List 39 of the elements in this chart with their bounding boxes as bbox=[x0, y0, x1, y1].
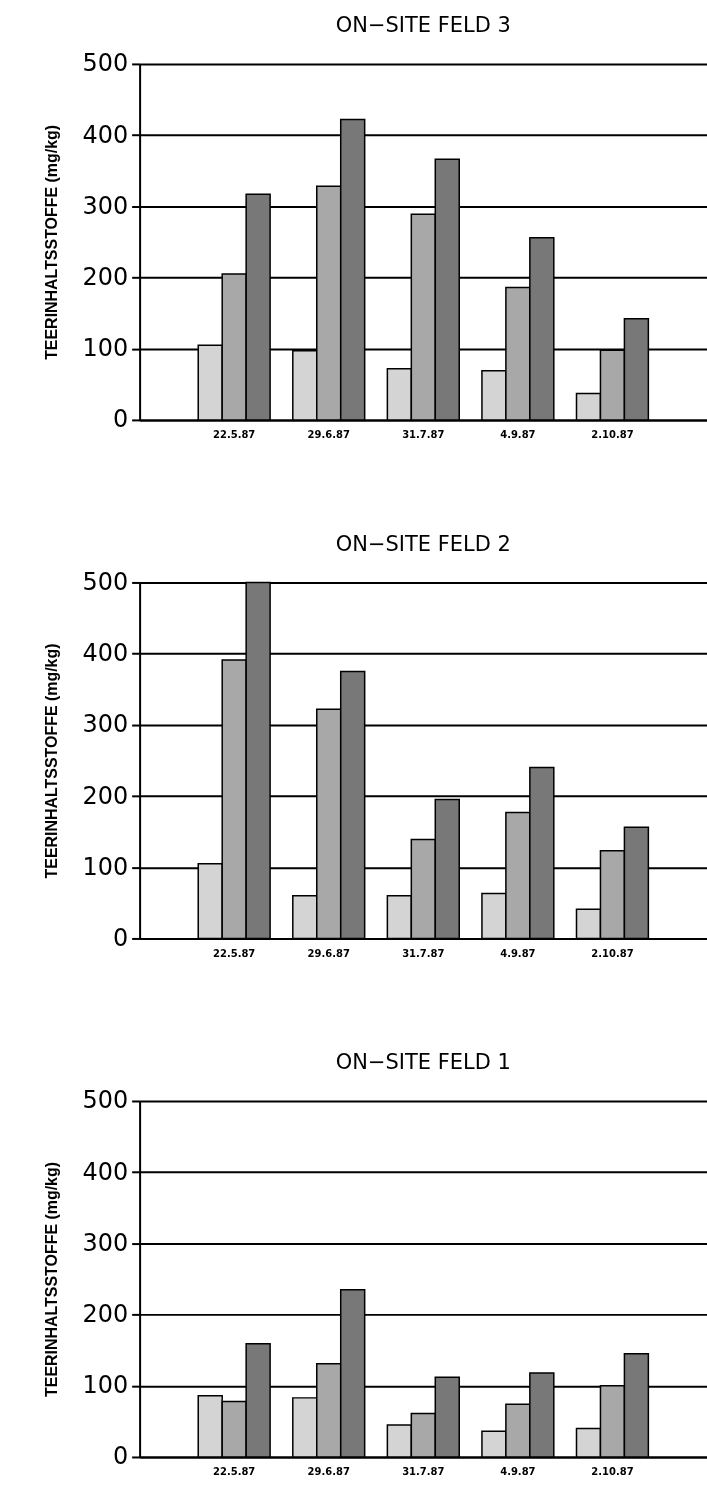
y-tick-label: 500 bbox=[82, 567, 129, 596]
y-tick-label: 400 bbox=[82, 639, 129, 668]
y-tick-label: 200 bbox=[82, 262, 129, 291]
y-tick-label: 200 bbox=[82, 1300, 129, 1329]
y-tick-label: 300 bbox=[82, 1228, 129, 1257]
chart-title: ON−SITE FELD 3 bbox=[335, 13, 511, 37]
x-tick-label: 22.5.87 bbox=[213, 429, 256, 441]
x-tick-label: 31.7.87 bbox=[402, 947, 445, 959]
y-tick-label: 0 bbox=[112, 1442, 129, 1471]
y-tick-label: 200 bbox=[82, 781, 129, 810]
y-tick-label: 100 bbox=[82, 852, 129, 881]
x-tick-label: 4.9.87 bbox=[500, 1466, 536, 1478]
y-tick-label: 100 bbox=[82, 334, 129, 363]
y-tick-label: 500 bbox=[82, 1086, 129, 1115]
y-tick-label: 500 bbox=[82, 49, 129, 78]
y-tick-label: 0 bbox=[112, 923, 129, 952]
x-tick-label: 4.9.87 bbox=[500, 947, 536, 959]
x-tick-label: 2.10.87 bbox=[591, 1466, 634, 1478]
y-axis-title: TEERINHALTSSTOFFE (mg/kg) bbox=[42, 1162, 60, 1397]
x-tick-label: 31.7.87 bbox=[402, 429, 445, 441]
y-tick-label: 300 bbox=[82, 191, 129, 220]
x-tick-label: 22.5.87 bbox=[213, 1466, 256, 1478]
x-tick-label: 2.10.87 bbox=[591, 947, 634, 959]
y-tick-label: 0 bbox=[112, 405, 129, 434]
x-tick-label: 2.10.87 bbox=[591, 429, 634, 441]
x-tick-label: 22.5.87 bbox=[213, 947, 256, 959]
y-tick-label: 300 bbox=[82, 710, 129, 739]
x-tick-label: 4.9.87 bbox=[500, 429, 536, 441]
x-tick-label: 31.7.87 bbox=[402, 1466, 445, 1478]
y-tick-label: 400 bbox=[82, 1157, 129, 1186]
y-tick-label: 100 bbox=[82, 1371, 129, 1400]
x-tick-label: 29.6.87 bbox=[307, 1466, 350, 1478]
chart-title: ON−SITE FELD 2 bbox=[335, 531, 511, 556]
y-axis-title: TEERINHALTSSTOFFE (mg/kg) bbox=[42, 124, 60, 360]
y-axis-title: TEERINHALTSSTOFFE (mg/kg) bbox=[42, 643, 60, 879]
x-tick-label: 29.6.87 bbox=[307, 429, 350, 441]
chart-title: ON−SITE FELD 1 bbox=[335, 1050, 511, 1075]
y-tick-label: 400 bbox=[82, 120, 129, 149]
x-tick-label: 29.6.87 bbox=[307, 947, 350, 959]
